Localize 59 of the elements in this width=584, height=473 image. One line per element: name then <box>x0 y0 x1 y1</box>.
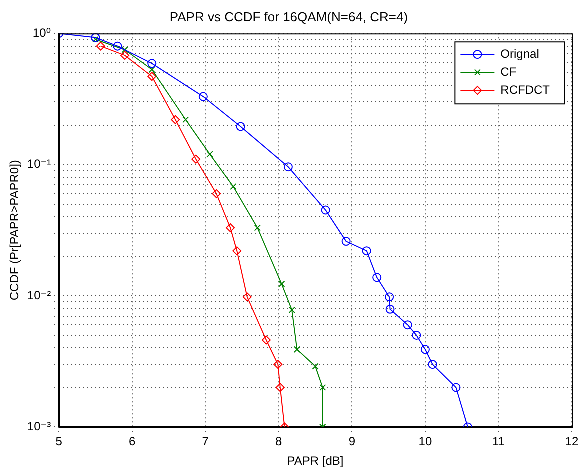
point <box>312 363 319 370</box>
point <box>226 223 236 232</box>
y-tick-label: 10⁻¹ <box>27 157 52 172</box>
legend-label: RCFDCT <box>500 82 551 97</box>
point <box>321 206 330 215</box>
point <box>276 383 285 392</box>
point <box>122 46 128 54</box>
point <box>230 183 237 190</box>
point <box>148 59 157 68</box>
chart-title: PAPR vs CCDF for 16QAM(N=64, CR=4) <box>170 9 408 24</box>
y-tick-label: 10⁰ <box>32 26 52 40</box>
point <box>171 115 180 124</box>
point <box>113 42 122 51</box>
point <box>148 66 156 74</box>
x-tick-label: 11 <box>492 434 506 449</box>
point <box>192 154 201 164</box>
point <box>198 92 208 102</box>
point <box>372 273 382 282</box>
point <box>232 246 242 256</box>
point <box>262 336 271 345</box>
point <box>212 189 222 198</box>
x-tick-label: 6 <box>129 434 136 449</box>
x-tick-label: 5 <box>56 434 63 449</box>
x-tick-label: 8 <box>276 434 283 449</box>
point <box>254 224 261 232</box>
point <box>182 116 190 124</box>
point <box>362 246 372 256</box>
y-tick-label: 10⁻³ <box>27 420 52 434</box>
point <box>385 292 394 302</box>
point <box>320 384 326 392</box>
point <box>403 320 412 330</box>
x-tick-label: 9 <box>348 434 356 449</box>
point <box>428 360 438 370</box>
point <box>420 345 430 354</box>
x-tick-label: 7 <box>202 434 210 449</box>
point <box>386 304 395 314</box>
point <box>288 306 296 314</box>
legend-label: Orignal <box>500 46 540 61</box>
point <box>91 34 100 42</box>
y-axis-title: CCDF (Pr[PAPR>PAPR0]) <box>8 160 22 301</box>
x-tick-label: 10 <box>418 434 432 449</box>
point <box>92 36 100 43</box>
legend-label: CF <box>500 64 517 79</box>
point <box>278 280 286 288</box>
point <box>342 237 351 246</box>
point <box>284 162 293 172</box>
point <box>148 72 157 82</box>
y-tick-label: 10⁻² <box>27 288 52 302</box>
point <box>96 42 106 51</box>
point <box>452 383 461 392</box>
point <box>274 360 283 370</box>
point <box>120 51 130 60</box>
point <box>242 292 252 302</box>
point <box>294 346 301 353</box>
point <box>236 122 246 132</box>
x-tick-label: 12 <box>565 434 579 449</box>
point <box>206 151 214 158</box>
point <box>412 330 422 340</box>
x-axis-title: PAPR [dB] <box>287 454 344 468</box>
